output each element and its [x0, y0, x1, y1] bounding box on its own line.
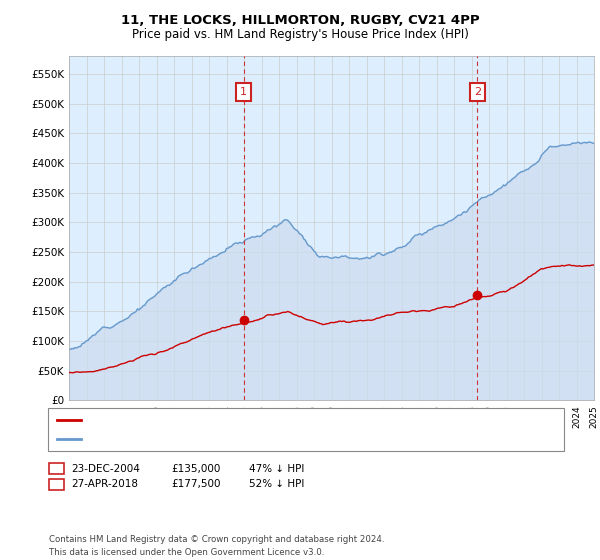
Text: HPI: Average price, detached house, Rugby: HPI: Average price, detached house, Rugb…	[87, 434, 302, 444]
Text: 11, THE LOCKS, HILLMORTON, RUGBY, CV21 4PP (detached house): 11, THE LOCKS, HILLMORTON, RUGBY, CV21 4…	[87, 415, 419, 425]
Text: 11, THE LOCKS, HILLMORTON, RUGBY, CV21 4PP: 11, THE LOCKS, HILLMORTON, RUGBY, CV21 4…	[121, 14, 479, 27]
Text: 2: 2	[474, 87, 481, 97]
Text: 23-DEC-2004: 23-DEC-2004	[71, 464, 140, 474]
Text: 47% ↓ HPI: 47% ↓ HPI	[249, 464, 304, 474]
Text: £135,000: £135,000	[171, 464, 220, 474]
Text: Contains HM Land Registry data © Crown copyright and database right 2024.
This d: Contains HM Land Registry data © Crown c…	[49, 535, 385, 557]
Text: 1: 1	[240, 87, 247, 97]
Text: £177,500: £177,500	[171, 479, 221, 489]
Text: 1: 1	[53, 464, 60, 474]
Text: Price paid vs. HM Land Registry's House Price Index (HPI): Price paid vs. HM Land Registry's House …	[131, 28, 469, 41]
Text: 27-APR-2018: 27-APR-2018	[71, 479, 138, 489]
Text: 2: 2	[53, 479, 60, 489]
Text: 52% ↓ HPI: 52% ↓ HPI	[249, 479, 304, 489]
